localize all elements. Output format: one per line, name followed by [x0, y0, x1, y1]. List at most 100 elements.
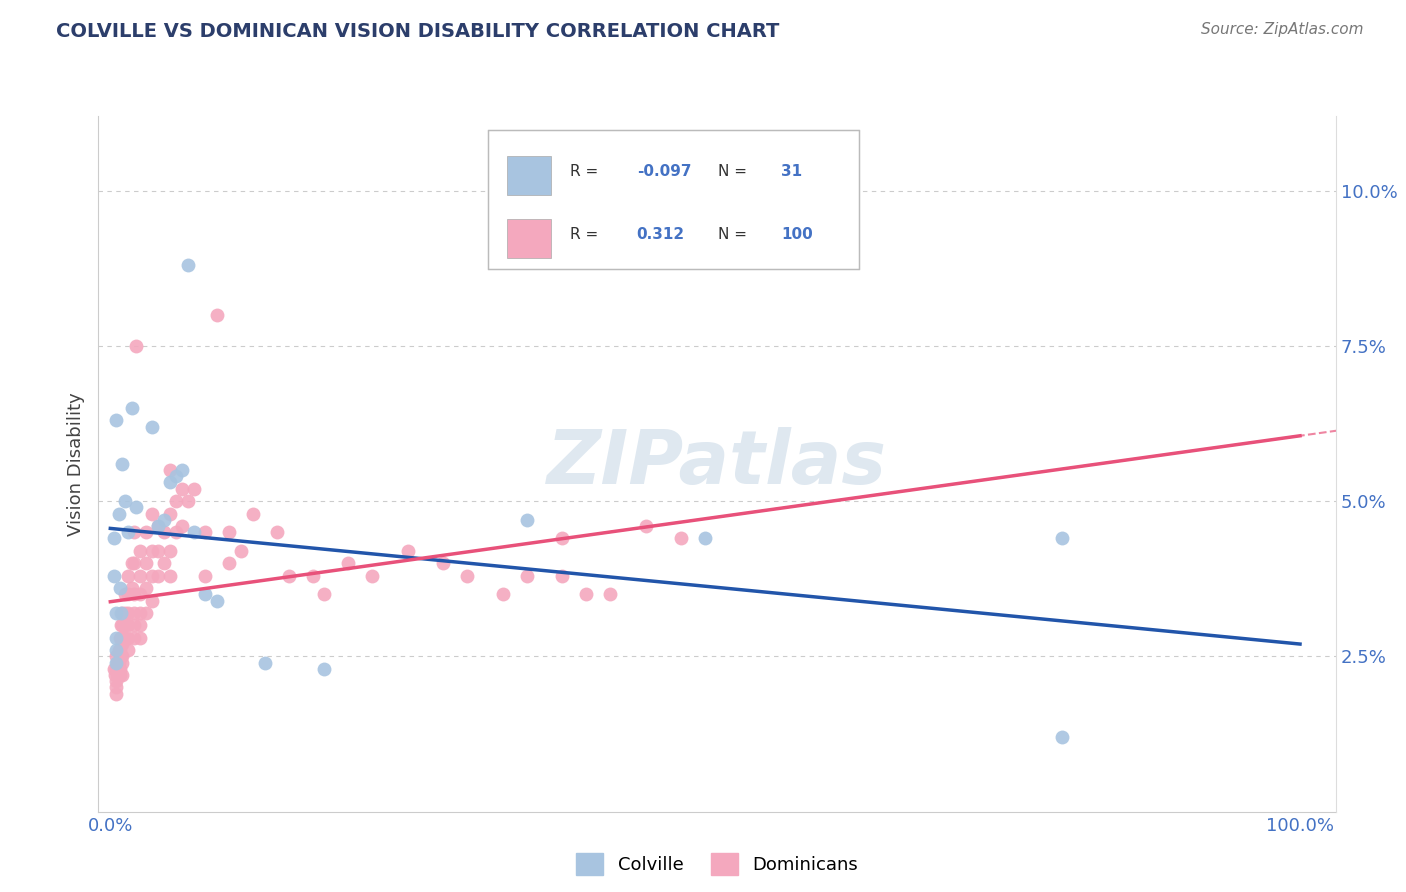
Point	[117, 587, 139, 601]
Point	[107, 656, 129, 670]
Point	[242, 507, 264, 521]
Point	[105, 606, 128, 620]
Point	[516, 568, 538, 582]
Point	[492, 587, 515, 601]
Point	[1050, 730, 1073, 744]
Point	[114, 494, 136, 508]
Point	[110, 649, 132, 664]
Point	[141, 568, 163, 582]
Point	[117, 643, 139, 657]
Point	[159, 463, 181, 477]
Point	[277, 568, 299, 582]
Point	[103, 532, 125, 546]
Point	[129, 606, 152, 620]
Point	[207, 308, 229, 322]
Point	[207, 593, 229, 607]
Point	[165, 525, 187, 540]
Point	[301, 568, 323, 582]
Point	[314, 587, 336, 601]
Point	[107, 656, 129, 670]
Point	[599, 587, 621, 601]
Point	[129, 618, 152, 632]
Point	[108, 662, 131, 676]
Point	[114, 587, 136, 601]
Point	[218, 556, 240, 570]
Point	[253, 656, 276, 670]
Point	[135, 606, 157, 620]
Point	[111, 618, 134, 632]
Point	[105, 674, 128, 689]
Y-axis label: Vision Disability: Vision Disability	[66, 392, 84, 536]
Point	[231, 543, 253, 558]
Point	[194, 568, 217, 582]
Point	[266, 525, 288, 540]
Point	[121, 401, 143, 415]
Point	[105, 681, 128, 695]
Legend: Colville, Dominicans: Colville, Dominicans	[569, 847, 865, 883]
Point	[107, 507, 129, 521]
Point	[105, 687, 128, 701]
Point	[575, 587, 598, 601]
Point	[153, 556, 176, 570]
Point	[110, 631, 132, 645]
Point	[122, 618, 145, 632]
Point	[146, 519, 169, 533]
Point	[122, 587, 145, 601]
Point	[129, 543, 152, 558]
Point	[153, 525, 176, 540]
Point	[146, 519, 169, 533]
Point	[141, 593, 163, 607]
Point	[170, 519, 193, 533]
Point	[103, 662, 125, 676]
Point	[135, 525, 157, 540]
Point	[103, 568, 125, 582]
Point	[105, 656, 128, 670]
Point	[108, 649, 131, 664]
Point	[111, 668, 134, 682]
Point	[456, 568, 478, 582]
Point	[170, 482, 193, 496]
Point	[108, 668, 131, 682]
Point	[194, 587, 217, 601]
Point	[183, 482, 205, 496]
Point	[634, 519, 657, 533]
Point	[165, 469, 187, 483]
Point	[117, 631, 139, 645]
Point	[107, 662, 129, 676]
Point	[110, 606, 132, 620]
Point	[111, 649, 134, 664]
Point	[176, 258, 198, 272]
Point	[135, 556, 157, 570]
Point	[165, 494, 187, 508]
Point	[129, 631, 152, 645]
Point	[516, 513, 538, 527]
Point	[122, 606, 145, 620]
Point	[159, 543, 181, 558]
Point	[159, 507, 181, 521]
Point	[114, 606, 136, 620]
Point	[1050, 532, 1073, 546]
Point	[114, 618, 136, 632]
Point	[108, 581, 131, 595]
Point	[125, 500, 148, 515]
Point	[159, 568, 181, 582]
Point	[111, 631, 134, 645]
Point	[122, 525, 145, 540]
Point	[125, 339, 148, 353]
Point	[135, 581, 157, 595]
Point	[432, 556, 454, 570]
Point	[141, 507, 163, 521]
Point	[110, 618, 132, 632]
Point	[159, 475, 181, 490]
Point	[314, 662, 336, 676]
Point	[551, 568, 574, 582]
Point	[114, 631, 136, 645]
Point	[111, 606, 134, 620]
Point	[129, 568, 152, 582]
Point	[671, 532, 693, 546]
Point	[107, 668, 129, 682]
Point	[141, 543, 163, 558]
Point	[111, 637, 134, 651]
Point	[108, 643, 131, 657]
Point	[396, 543, 419, 558]
